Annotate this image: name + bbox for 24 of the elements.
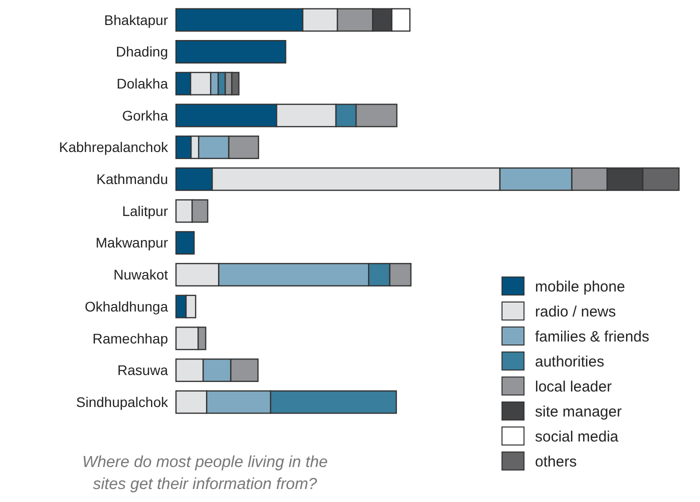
y-tick-label: Dhading (116, 44, 168, 60)
legend-label: families & friends (535, 328, 650, 346)
bar (175, 231, 195, 255)
legend-label: authorities (535, 353, 604, 370)
y-tick-label: Kathmandu (96, 171, 168, 188)
y-tick-label: Gorkha (122, 107, 168, 124)
y-tick-label: Ramechhap (92, 330, 168, 346)
y-tick-label: Makwanpur (96, 234, 168, 251)
bar (175, 40, 286, 64)
legend-label: radio / news (535, 303, 616, 320)
legend-label: mobile phone (535, 278, 626, 296)
y-tick-label: Sindhupalchok (76, 394, 169, 410)
legend-label: local leader (535, 378, 612, 396)
legend-label: site manager (535, 403, 622, 420)
y-tick-label: Lalitpur (122, 202, 168, 219)
legend-label: others (535, 453, 577, 470)
y-tick-label: Okhaldhunga (84, 298, 168, 314)
text: Where do most people living in the sites get their information from? (82, 454, 328, 493)
y-tick-label: Nuwakot (114, 266, 168, 283)
y-tick-label: Bhaktapur (104, 12, 168, 28)
y-tick-label: Kabhrepalanchok (59, 139, 169, 156)
y-tick-label: Rasuwa (117, 362, 168, 378)
y-tick-label: Dolakha (116, 76, 168, 92)
legend-label: social media (535, 428, 620, 446)
